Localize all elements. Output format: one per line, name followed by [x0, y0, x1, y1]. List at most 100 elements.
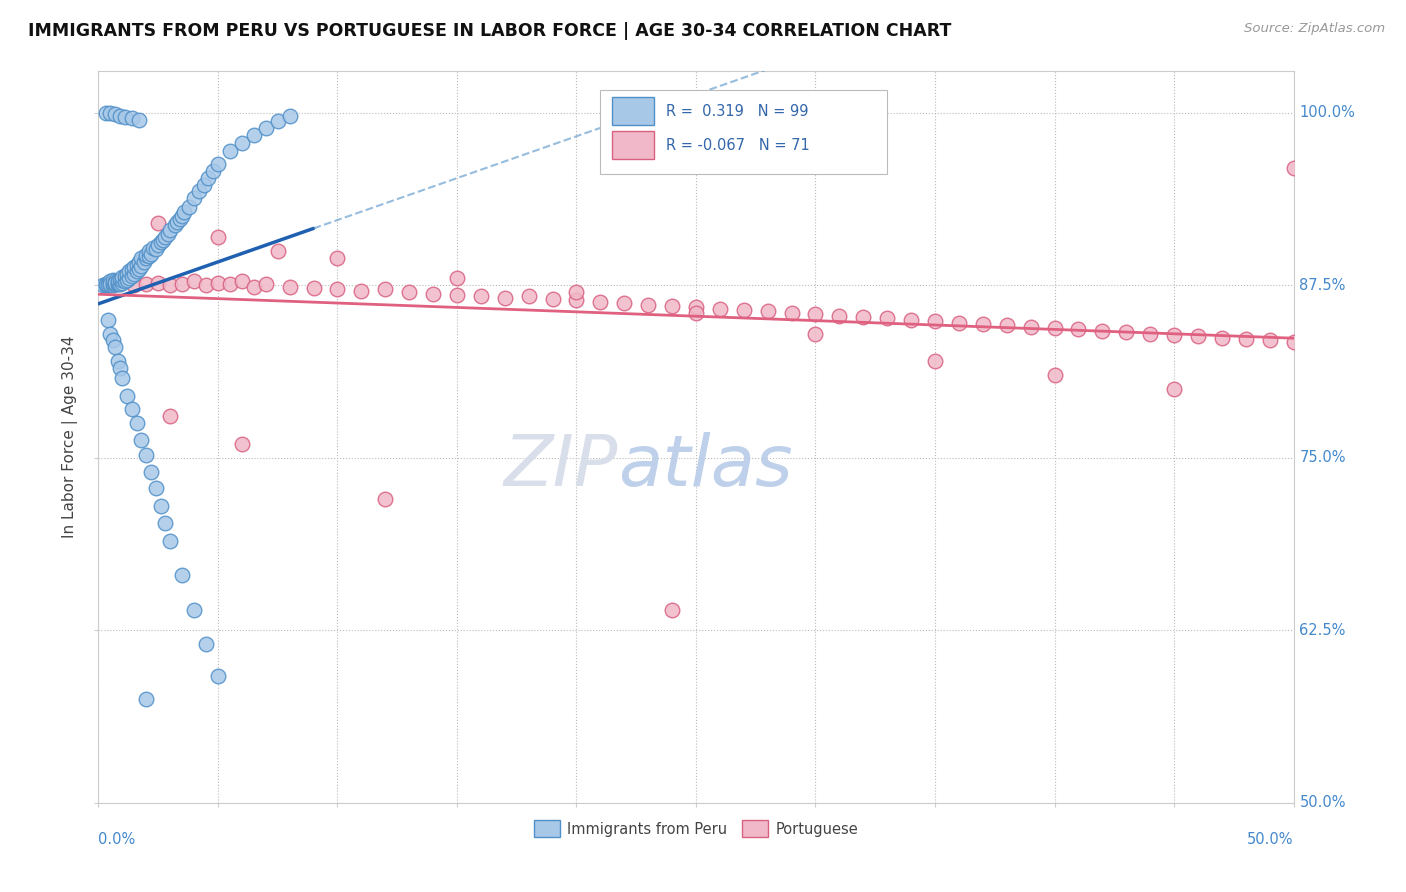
Point — [159, 409, 181, 424]
Point — [97, 278, 120, 293]
Point — [98, 105, 122, 120]
Point — [148, 238, 170, 252]
Point — [138, 244, 160, 258]
Point — [97, 276, 120, 290]
Point — [374, 282, 396, 296]
Point — [159, 278, 181, 293]
Point — [852, 310, 875, 324]
Legend: Immigrants from Peru, Portuguese: Immigrants from Peru, Portuguese — [527, 814, 865, 843]
Point — [125, 258, 148, 272]
Point — [446, 271, 468, 285]
Point — [104, 340, 127, 354]
Point — [541, 292, 564, 306]
Point — [278, 109, 301, 123]
Point — [115, 389, 138, 403]
Text: R = -0.067   N = 71: R = -0.067 N = 71 — [666, 138, 810, 153]
Point — [142, 241, 165, 255]
Point — [995, 318, 1018, 333]
Bar — [613, 97, 654, 125]
Point — [163, 218, 186, 232]
Point — [804, 307, 827, 321]
Point — [107, 277, 129, 291]
Point — [1019, 319, 1042, 334]
Point — [135, 277, 157, 291]
Point — [148, 276, 170, 290]
Point — [107, 274, 129, 288]
Point — [125, 417, 148, 431]
Point — [115, 267, 138, 281]
Point — [145, 243, 167, 257]
Point — [121, 261, 143, 276]
Point — [108, 277, 131, 291]
Text: IMMIGRANTS FROM PERU VS PORTUGUESE IN LABOR FORCE | AGE 30-34 CORRELATION CHART: IMMIGRANTS FROM PERU VS PORTUGUESE IN LA… — [28, 22, 952, 40]
Point — [1043, 321, 1066, 335]
Point — [104, 276, 127, 290]
Point — [172, 568, 194, 582]
Point — [661, 602, 683, 616]
Point — [135, 248, 157, 262]
Point — [219, 145, 242, 159]
Point — [114, 110, 136, 124]
Point — [98, 274, 122, 288]
Point — [111, 270, 134, 285]
Point — [139, 465, 162, 479]
Point — [254, 277, 277, 291]
Text: ZIP: ZIP — [503, 432, 619, 500]
Text: 50.0%: 50.0% — [1247, 832, 1294, 847]
Point — [166, 215, 188, 229]
Point — [278, 279, 301, 293]
Point — [900, 312, 922, 326]
Point — [97, 312, 120, 326]
Point — [131, 433, 153, 447]
Point — [152, 233, 174, 247]
Point — [172, 277, 194, 291]
Point — [517, 289, 540, 303]
Point — [1091, 324, 1114, 338]
Text: R =  0.319   N = 99: R = 0.319 N = 99 — [666, 104, 808, 120]
Point — [149, 235, 172, 250]
Point — [637, 297, 659, 311]
Point — [446, 288, 468, 302]
Point — [219, 277, 242, 291]
Point — [207, 230, 229, 244]
Point — [350, 284, 373, 298]
Point — [172, 209, 194, 223]
Text: Source: ZipAtlas.com: Source: ZipAtlas.com — [1244, 22, 1385, 36]
Point — [111, 276, 134, 290]
Point — [183, 274, 205, 288]
Point — [948, 316, 970, 330]
Point — [98, 326, 122, 341]
Point — [326, 251, 349, 265]
Point — [107, 354, 129, 368]
Text: 100.0%: 100.0% — [1299, 105, 1355, 120]
Point — [243, 128, 266, 142]
Point — [94, 277, 117, 291]
Point — [422, 286, 444, 301]
Point — [685, 301, 707, 315]
Point — [202, 163, 225, 178]
Point — [685, 306, 707, 320]
Point — [149, 499, 172, 513]
Point — [613, 296, 636, 310]
Point — [98, 278, 122, 293]
Point — [231, 136, 253, 150]
Point — [187, 185, 209, 199]
Point — [124, 260, 146, 275]
Point — [124, 278, 146, 293]
Point — [118, 271, 141, 285]
Point — [131, 251, 153, 265]
Point — [207, 669, 229, 683]
Point — [159, 223, 181, 237]
Point — [828, 309, 851, 323]
Point — [148, 216, 170, 230]
Point — [111, 273, 134, 287]
Point — [132, 255, 155, 269]
Point — [197, 170, 219, 185]
Point — [135, 692, 157, 706]
Point — [876, 311, 898, 326]
Point — [1211, 331, 1233, 345]
Point — [398, 285, 420, 300]
Point — [709, 301, 731, 316]
Point — [254, 120, 277, 135]
Point — [128, 112, 150, 127]
